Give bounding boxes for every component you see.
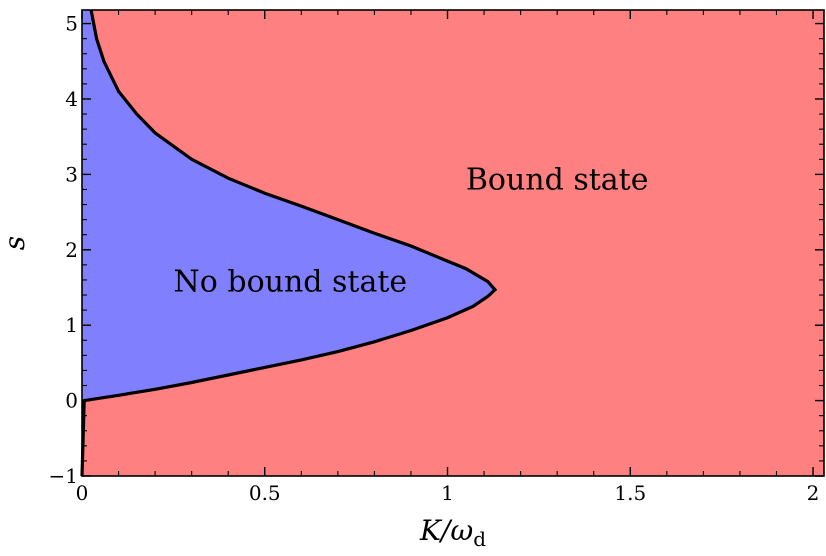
y-axis-label: s xyxy=(0,236,31,250)
boundary-curve xyxy=(80,9,498,477)
x-axis-label-subscript: d xyxy=(473,527,486,551)
y-tick-label: 1 xyxy=(65,313,78,337)
x-tick-label: 2 xyxy=(807,481,820,505)
y-tick-label: 2 xyxy=(65,238,78,262)
y-tick-label: −1 xyxy=(49,464,78,488)
x-tick-label: 0 xyxy=(76,481,89,505)
no-bound-state-region xyxy=(82,10,495,476)
x-axis-label-main: K/ω xyxy=(419,514,473,547)
y-tick-label: 0 xyxy=(65,389,78,413)
no-bound-state-label: No bound state xyxy=(174,264,408,299)
y-tick-label: 3 xyxy=(65,162,78,186)
x-axis-label: K/ωd xyxy=(419,514,486,551)
y-tick-label: 4 xyxy=(65,87,78,111)
x-tick-label: 1 xyxy=(441,481,454,505)
x-tick-label: 1.5 xyxy=(614,481,646,505)
bound-state-label: Bound state xyxy=(466,162,649,197)
x-tick-label: 0.5 xyxy=(249,481,281,505)
plot-frame xyxy=(81,9,825,477)
y-tick-label: 5 xyxy=(65,12,78,36)
